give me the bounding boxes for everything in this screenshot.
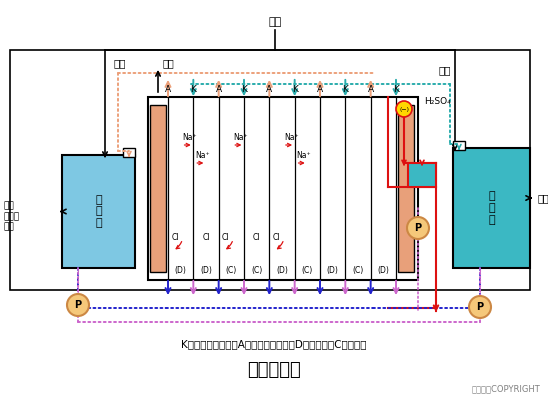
Text: 淡
水
池: 淡 水 池	[95, 195, 102, 228]
Circle shape	[469, 296, 491, 318]
Text: (D): (D)	[378, 267, 389, 275]
Circle shape	[407, 217, 429, 239]
Text: (−): (−)	[399, 107, 409, 111]
Circle shape	[67, 294, 89, 316]
Text: A: A	[165, 86, 171, 94]
Text: Cl: Cl	[202, 232, 210, 242]
Text: K: K	[292, 86, 298, 94]
Text: P: P	[414, 223, 421, 233]
Text: A: A	[317, 86, 323, 94]
Circle shape	[396, 101, 412, 117]
Bar	[10, 50, 530, 290]
Text: Na⁺: Na⁺	[182, 133, 197, 142]
Text: 浓水: 浓水	[538, 193, 548, 203]
Text: 东方仿真COPYRIGHT: 东方仿真COPYRIGHT	[471, 384, 540, 393]
Text: Na⁺: Na⁺	[296, 150, 311, 160]
Text: 淡水: 淡水	[114, 58, 126, 68]
Bar	[62, 155, 135, 268]
Text: (D): (D)	[276, 267, 288, 275]
Text: K: K	[342, 86, 349, 94]
Text: K: K	[393, 86, 399, 94]
Text: 浓
水
池: 浓 水 池	[488, 191, 495, 224]
Text: K: K	[241, 86, 247, 94]
Text: (C): (C)	[302, 267, 313, 275]
Bar	[398, 105, 414, 272]
Text: Cl: Cl	[171, 232, 179, 242]
Text: H₂SO₄: H₂SO₄	[424, 96, 451, 105]
Text: (D): (D)	[327, 267, 339, 275]
Text: Cl: Cl	[222, 232, 229, 242]
Bar	[453, 148, 530, 268]
Text: P: P	[75, 300, 82, 310]
Text: Cl: Cl	[253, 232, 260, 242]
Text: (D): (D)	[200, 267, 212, 275]
Text: 淡水
（生产
水）: 淡水 （生产 水）	[4, 202, 20, 231]
Bar	[123, 148, 135, 157]
Text: 排出: 排出	[163, 58, 175, 68]
Text: Cl: Cl	[272, 232, 280, 242]
Bar	[148, 97, 418, 280]
Text: Na⁺: Na⁺	[195, 150, 210, 160]
Text: A: A	[368, 86, 374, 94]
Bar	[453, 141, 465, 150]
Text: A: A	[266, 86, 272, 94]
Bar	[408, 163, 436, 187]
Text: 原水: 原水	[269, 17, 282, 27]
Text: K: K	[190, 86, 196, 94]
Text: P: P	[476, 302, 483, 312]
Text: (C): (C)	[226, 267, 237, 275]
Text: Na⁺: Na⁺	[284, 133, 299, 142]
Text: Na⁺: Na⁺	[233, 133, 248, 142]
Text: (C): (C)	[251, 267, 262, 275]
Bar	[150, 105, 166, 272]
Text: (C): (C)	[352, 267, 364, 275]
Text: (D): (D)	[175, 267, 187, 275]
Text: 电渗析装置: 电渗析装置	[247, 361, 301, 379]
Text: K－阳离子交换膜；A－阴离子交换膜；D－淡水室；C－浓水室: K－阳离子交换膜；A－阴离子交换膜；D－淡水室；C－浓水室	[181, 339, 367, 349]
Text: A: A	[215, 86, 222, 94]
Text: 浓水: 浓水	[439, 65, 451, 75]
